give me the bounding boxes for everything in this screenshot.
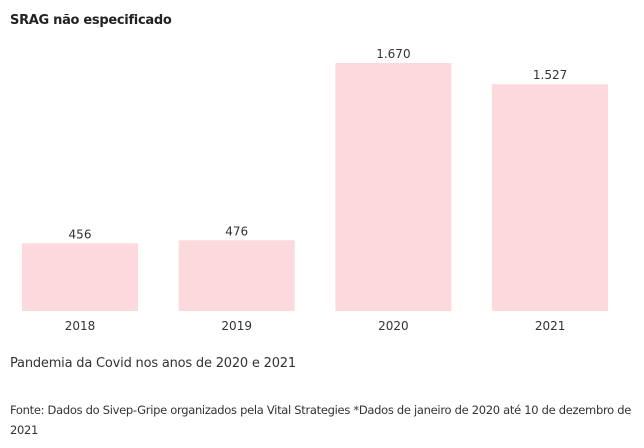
chart-caption: Pandemia da Covid nos anos de 2020 e 202… [10, 356, 296, 371]
x-tick-label-2021: 2021 [535, 319, 566, 333]
bar-2020 [335, 63, 452, 311]
bar-2019 [178, 240, 295, 311]
x-tick-label-2020: 2020 [378, 319, 409, 333]
bar-2021 [492, 84, 609, 311]
x-tick-label-2019: 2019 [221, 319, 252, 333]
value-label-2021: 1.527 [533, 68, 567, 82]
bar-chart: 456 2018 476 2019 1.670 2020 1.527 2021 [22, 47, 609, 333]
value-label-2018: 456 [69, 227, 92, 241]
x-tick-label-2018: 2018 [65, 319, 96, 333]
bar-2018 [22, 243, 138, 311]
value-label-2020: 1.670 [376, 47, 410, 61]
chart-source: Fonte: Dados do Sivep-Gripe organizados … [10, 403, 631, 437]
value-label-2019: 476 [225, 224, 248, 238]
chart-title: SRAG não especificado [10, 13, 172, 28]
